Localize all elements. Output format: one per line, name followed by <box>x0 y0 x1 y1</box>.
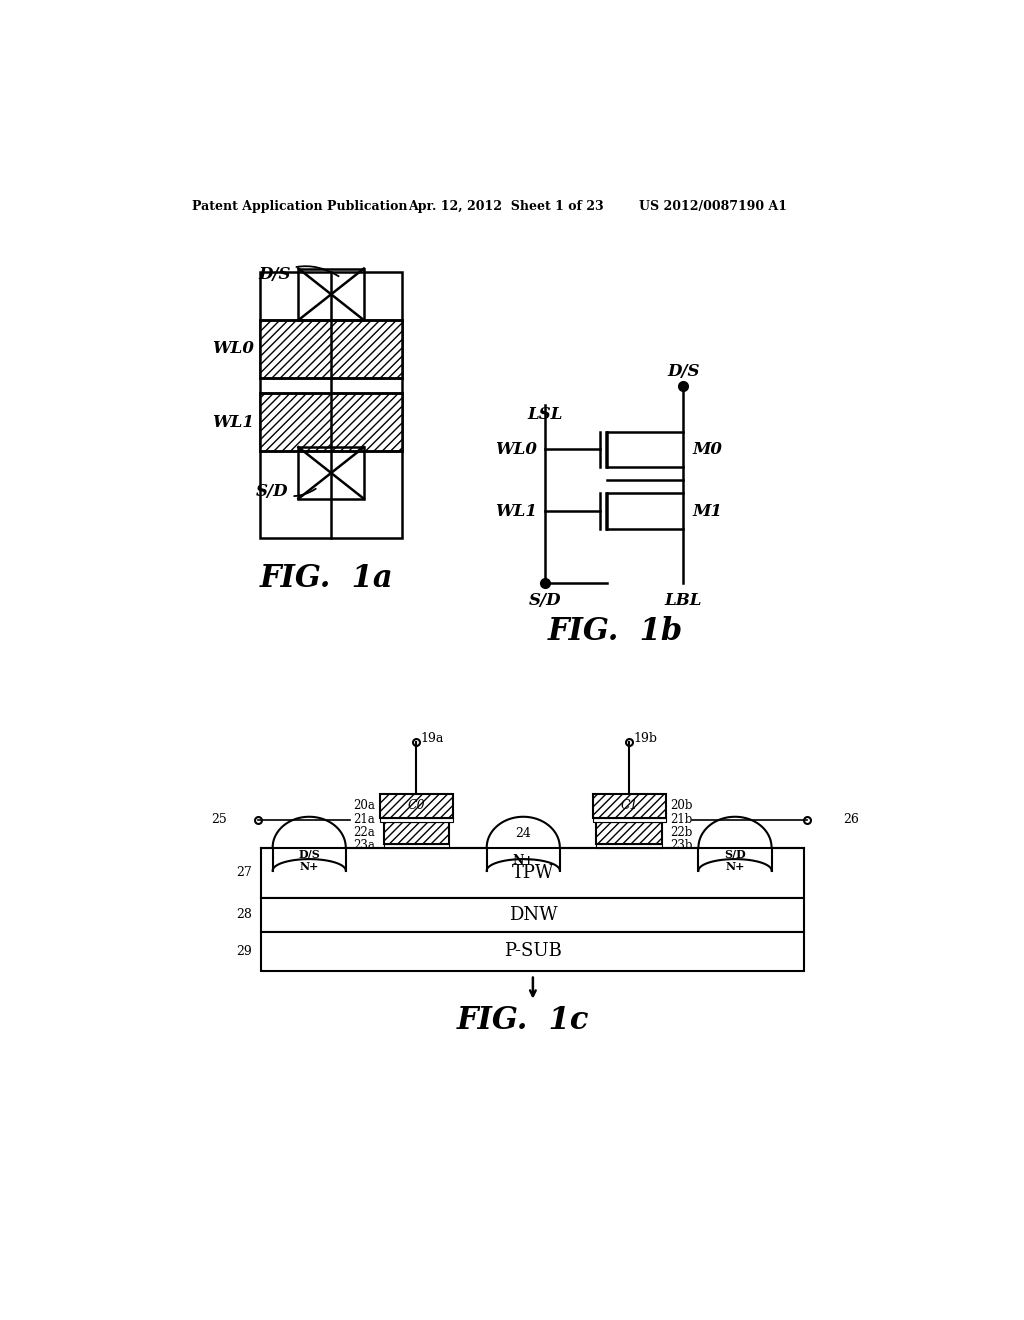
Text: 19b: 19b <box>634 733 657 746</box>
Text: LSL: LSL <box>527 407 562 424</box>
Bar <box>260 321 402 378</box>
Text: WL0: WL0 <box>212 341 254 358</box>
Text: N+: N+ <box>512 854 535 867</box>
Text: M0: M0 <box>692 441 723 458</box>
Text: S/D: S/D <box>528 591 561 609</box>
Text: 20b: 20b <box>671 800 693 813</box>
Text: FIG.  1a: FIG. 1a <box>260 562 393 594</box>
Text: 29: 29 <box>237 945 252 958</box>
Text: 25: 25 <box>211 813 226 826</box>
Text: 21b: 21b <box>671 813 692 826</box>
Bar <box>298 447 364 499</box>
Text: 21a: 21a <box>353 813 375 826</box>
Text: WL1: WL1 <box>212 413 254 430</box>
Text: 28: 28 <box>237 908 252 921</box>
Bar <box>384 822 449 843</box>
Text: FIG.  1c: FIG. 1c <box>457 1006 590 1036</box>
Text: 23b: 23b <box>671 840 693 853</box>
Text: M1: M1 <box>692 503 723 520</box>
Text: FIG.  1b: FIG. 1b <box>548 616 683 647</box>
Text: C0: C0 <box>408 800 425 813</box>
Text: 26: 26 <box>843 813 859 826</box>
Bar <box>261 932 804 970</box>
Text: US 2012/0087190 A1: US 2012/0087190 A1 <box>639 199 786 213</box>
Bar <box>261 898 804 932</box>
Bar <box>260 272 402 539</box>
Text: S/D: S/D <box>256 483 315 499</box>
Text: P-SUB: P-SUB <box>504 942 562 961</box>
Bar <box>380 817 453 822</box>
Bar <box>260 393 402 451</box>
Bar <box>384 843 449 847</box>
Text: 22a: 22a <box>353 826 375 840</box>
Bar <box>596 822 662 843</box>
Text: D/S: D/S <box>668 363 699 380</box>
Text: LBL: LBL <box>665 591 702 609</box>
Text: S/D
N+: S/D N+ <box>724 849 745 873</box>
Text: 23a: 23a <box>353 840 375 853</box>
Text: D/S
N+: D/S N+ <box>298 849 321 873</box>
Text: 20a: 20a <box>353 800 375 813</box>
Bar <box>593 795 666 817</box>
Bar <box>380 795 453 817</box>
Text: 22b: 22b <box>671 826 692 840</box>
Text: 27: 27 <box>237 866 252 879</box>
Text: WL1: WL1 <box>496 503 538 520</box>
Bar <box>596 843 662 847</box>
Text: DNW: DNW <box>509 906 557 924</box>
Bar <box>298 268 364 321</box>
Text: D/S: D/S <box>258 267 339 284</box>
Bar <box>261 847 804 898</box>
Bar <box>593 817 666 822</box>
Text: Apr. 12, 2012  Sheet 1 of 23: Apr. 12, 2012 Sheet 1 of 23 <box>408 199 603 213</box>
Text: WL0: WL0 <box>496 441 538 458</box>
Text: C1: C1 <box>621 800 638 813</box>
Text: Patent Application Publication: Patent Application Publication <box>193 199 408 213</box>
Text: 19a: 19a <box>421 733 444 746</box>
Text: 24: 24 <box>515 828 530 841</box>
Text: TPW: TPW <box>512 863 554 882</box>
